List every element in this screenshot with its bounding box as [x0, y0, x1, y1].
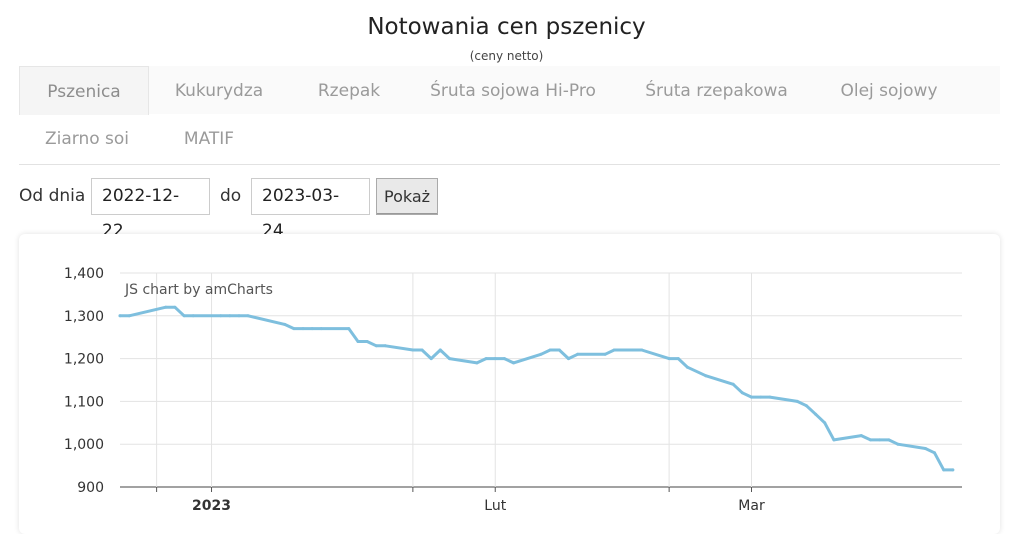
price-chart: 1,400 1,300 1,200 1,100 1,000 900 2023 Lut Mar JS… — [64, 266, 962, 514]
price-data-point — [383, 344, 387, 348]
price-data-point — [429, 357, 433, 361]
price-data-point — [493, 357, 497, 361]
tab-sruta-rzepakowa[interactable]: Śruta rzepakowa — [645, 81, 788, 101]
price-data-point — [127, 314, 131, 318]
price-data-point — [814, 412, 818, 416]
price-data-point — [246, 314, 250, 318]
price-data-point — [768, 395, 772, 399]
price-data-point — [182, 314, 186, 318]
price-data-point — [731, 382, 735, 386]
tab-sruta-sojowa[interactable]: Śruta sojowa Hi-Pro — [430, 81, 596, 101]
tab-kukurydza[interactable]: Kukurydza — [174, 81, 264, 101]
price-data-point — [219, 314, 223, 318]
price-data-point — [832, 438, 836, 442]
x-tick-label: 2023 — [192, 498, 231, 514]
chart-card: 1,400 1,300 1,200 1,100 1,000 900 2023 Lut Mar JS… — [19, 234, 1000, 534]
y-tick-label: 1,000 — [64, 437, 104, 453]
price-data-point — [704, 374, 708, 378]
tab-matif[interactable]: MATIF — [183, 129, 235, 149]
price-data-point — [448, 357, 451, 361]
price-data-point — [237, 314, 241, 318]
price-data-point — [539, 352, 543, 356]
price-data-point — [374, 344, 378, 348]
price-data-point — [319, 327, 323, 331]
price-data-point — [750, 395, 753, 399]
price-data-point — [118, 314, 122, 318]
price-data-point — [923, 447, 927, 450]
price-data-point — [365, 340, 369, 343]
x-tick-label: Lut — [484, 498, 506, 514]
price-data-point — [823, 421, 827, 425]
price-data-point — [438, 348, 442, 352]
price-data-point — [411, 348, 415, 352]
price-data-point — [283, 322, 287, 326]
y-tick-label: 1,300 — [64, 309, 104, 325]
price-data-point — [310, 327, 314, 331]
price-data-point — [475, 361, 479, 365]
tab-rzepak[interactable]: Rzepak — [317, 81, 381, 101]
y-tick-label: 1,200 — [64, 352, 104, 368]
price-data-point — [173, 305, 177, 309]
price-data-point — [292, 327, 296, 331]
to-date-label: do — [220, 186, 242, 206]
price-data-point — [667, 357, 671, 361]
price-data-point — [740, 391, 744, 395]
show-button[interactable]: Pokaż — [376, 178, 439, 215]
commodity-tabs: Pszenica Kukurydza Rzepak Śruta sojowa H… — [19, 66, 1000, 165]
price-data-point — [502, 357, 506, 361]
price-data-point — [942, 468, 946, 472]
price-data-point — [612, 348, 616, 352]
to-date-input[interactable]: 2023-03-24 — [251, 178, 370, 241]
price-data-point — [191, 314, 195, 318]
price-data-point — [640, 348, 644, 352]
price-data-point — [567, 357, 570, 361]
price-data-point — [685, 365, 689, 369]
price-data-point — [859, 434, 863, 438]
price-data-point — [347, 327, 351, 331]
x-tick-label: Mar — [738, 498, 765, 514]
tab-pszenica[interactable]: Pszenica — [19, 66, 149, 115]
price-data-point — [933, 451, 936, 455]
price-data-point — [484, 357, 488, 361]
tabs-row-background — [19, 66, 1000, 114]
tab-olej-sojowy[interactable]: Olej sojowy — [840, 81, 938, 101]
price-data-point — [356, 340, 360, 343]
price-data-point — [795, 399, 799, 403]
price-data-point — [951, 468, 955, 472]
amcharts-credit: JS chart by amCharts — [124, 282, 273, 298]
price-data-point — [896, 442, 900, 446]
y-tick-label: 1,100 — [64, 394, 104, 410]
price-data-point — [621, 348, 625, 352]
price-data-point — [804, 404, 808, 408]
price-data-point — [887, 438, 891, 442]
y-tick-label: 900 — [77, 480, 104, 496]
price-data-point — [301, 327, 305, 331]
price-data-point — [576, 352, 580, 356]
from-date-input[interactable]: 2022-12-22 — [91, 178, 210, 241]
price-data-point — [557, 348, 561, 352]
price-series-line — [118, 305, 955, 472]
price-data-point — [548, 348, 552, 352]
price-data-point — [631, 348, 634, 352]
tab-ziarno-soi[interactable]: Ziarno soi — [44, 129, 130, 149]
price-data-point — [676, 357, 680, 361]
price-data-point — [420, 348, 424, 352]
page-subtitle: (ceny netto) — [469, 49, 544, 63]
from-date-label: Od dnia — [19, 186, 86, 206]
price-data-point — [164, 305, 168, 309]
price-data-point — [228, 314, 232, 318]
price-data-point — [603, 352, 607, 356]
page-title: Notowania cen pszenicy — [367, 14, 646, 40]
y-tick-label: 1,400 — [64, 266, 104, 282]
price-data-point — [512, 361, 515, 365]
price-data-point — [869, 438, 872, 442]
price-data-point — [878, 438, 882, 442]
price-data-point — [759, 395, 763, 399]
